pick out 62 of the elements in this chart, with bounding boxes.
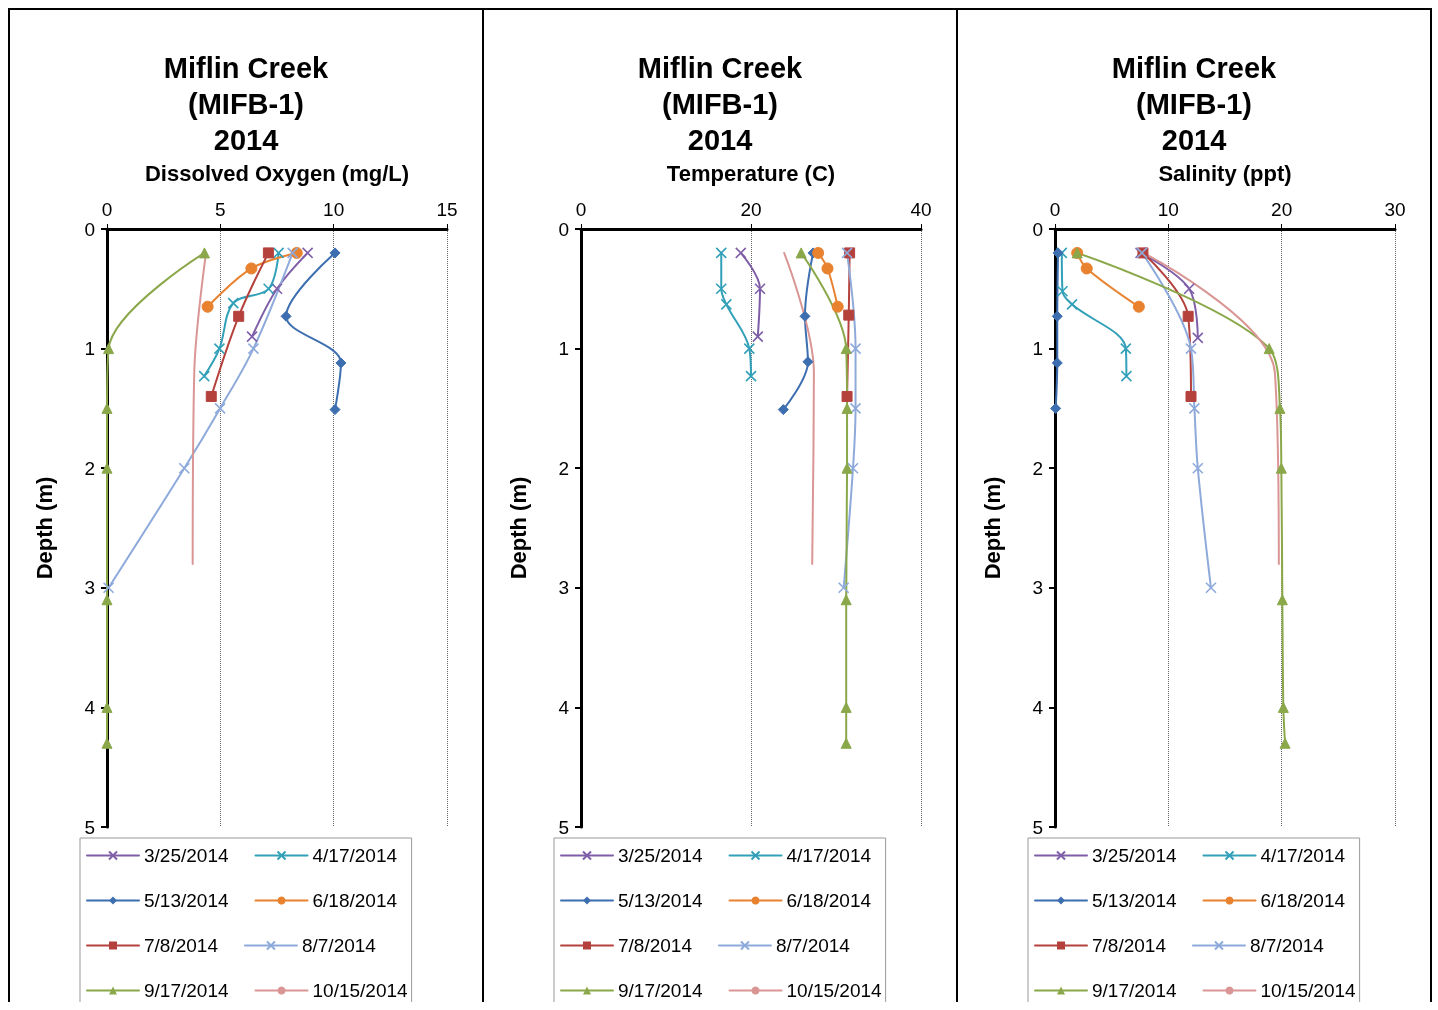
x-tick-label: 10 bbox=[1157, 199, 1179, 220]
x-axis-title: Temperature (C) bbox=[666, 160, 836, 186]
y-tick-label: 5 bbox=[558, 816, 569, 838]
y-tick-label: 2 bbox=[558, 457, 569, 479]
legend-label: 10/15/2014 bbox=[1260, 980, 1357, 1001]
y-tick-label: 1 bbox=[558, 338, 569, 360]
legend-label: 9/17/2014 bbox=[144, 980, 229, 1001]
legend-label: 3/25/2014 bbox=[618, 845, 703, 866]
y-tick-label: 5 bbox=[1032, 816, 1043, 838]
y-tick-label: 4 bbox=[1032, 696, 1044, 718]
y-tick-label: 3 bbox=[84, 577, 95, 599]
x-tick-label: 15 bbox=[436, 199, 458, 220]
y-axis-title: Depth (m) bbox=[505, 476, 531, 580]
legend-label: 6/18/2014 bbox=[786, 890, 872, 911]
legend-label: 3/25/2014 bbox=[1092, 845, 1177, 866]
y-axis-title: Depth (m) bbox=[31, 476, 57, 580]
legend-label: 7/8/2014 bbox=[144, 935, 219, 956]
x-tick-label: 20 bbox=[740, 199, 762, 220]
chart-title: Miflin Creek (MIFB-1) 2014 bbox=[163, 52, 330, 156]
legend-label: 6/18/2014 bbox=[312, 890, 398, 911]
y-tick-label: 3 bbox=[558, 577, 569, 599]
y-tick-label: 1 bbox=[1032, 338, 1043, 360]
y-tick-label: 0 bbox=[558, 218, 569, 240]
legend-label: 8/7/2014 bbox=[301, 935, 377, 956]
x-axis-title: Dissolved Oxygen (mg/L) bbox=[144, 160, 410, 186]
legend-label: 10/15/2014 bbox=[786, 980, 883, 1001]
legend-label: 8/7/2014 bbox=[775, 935, 851, 956]
y-tick-label: 1 bbox=[84, 338, 95, 360]
legend-label: 9/17/2014 bbox=[618, 980, 703, 1001]
legend-label: 3/25/2014 bbox=[144, 845, 229, 866]
legend-label: 8/7/2014 bbox=[1249, 935, 1325, 956]
y-tick-label: 4 bbox=[84, 696, 96, 718]
legend-label: 10/15/2014 bbox=[312, 980, 409, 1001]
y-tick-label: 4 bbox=[558, 696, 570, 718]
x-tick-label: 5 bbox=[215, 199, 226, 220]
y-tick-label: 3 bbox=[1032, 577, 1043, 599]
x-tick-label: 10 bbox=[323, 199, 345, 220]
chart-title: Miflin Creek (MIFB-1) 2014 bbox=[637, 52, 804, 156]
y-tick-label: 0 bbox=[84, 218, 95, 240]
x-tick-label: 40 bbox=[910, 199, 932, 220]
y-tick-label: 2 bbox=[84, 457, 95, 479]
legend-label: 4/17/2014 bbox=[786, 845, 872, 866]
y-axis-title: Depth (m) bbox=[979, 476, 1005, 580]
legend-label: 5/13/2014 bbox=[618, 890, 703, 911]
legend-label: 4/17/2014 bbox=[312, 845, 398, 866]
legend-label: 6/18/2014 bbox=[1260, 890, 1346, 911]
legend-label: 5/13/2014 bbox=[1092, 890, 1177, 911]
x-tick-label: 30 bbox=[1384, 199, 1406, 220]
x-tick-label: 0 bbox=[1049, 199, 1061, 220]
legend-label: 7/8/2014 bbox=[618, 935, 693, 956]
legend-label: 9/17/2014 bbox=[1092, 980, 1177, 1001]
y-tick-label: 0 bbox=[1032, 218, 1043, 240]
x-tick-label: 20 bbox=[1271, 199, 1293, 220]
x-axis-title: Salinity (ppt) bbox=[1158, 160, 1292, 186]
chart-title: Miflin Creek (MIFB-1) 2014 bbox=[1111, 52, 1278, 156]
legend-label: 4/17/2014 bbox=[1260, 845, 1346, 866]
y-tick-label: 5 bbox=[84, 816, 95, 838]
y-tick-label: 2 bbox=[1032, 457, 1043, 479]
x-tick-label: 0 bbox=[575, 199, 587, 220]
x-tick-label: 0 bbox=[101, 199, 113, 220]
legend-label: 5/13/2014 bbox=[144, 890, 229, 911]
legend-label: 7/8/2014 bbox=[1092, 935, 1167, 956]
